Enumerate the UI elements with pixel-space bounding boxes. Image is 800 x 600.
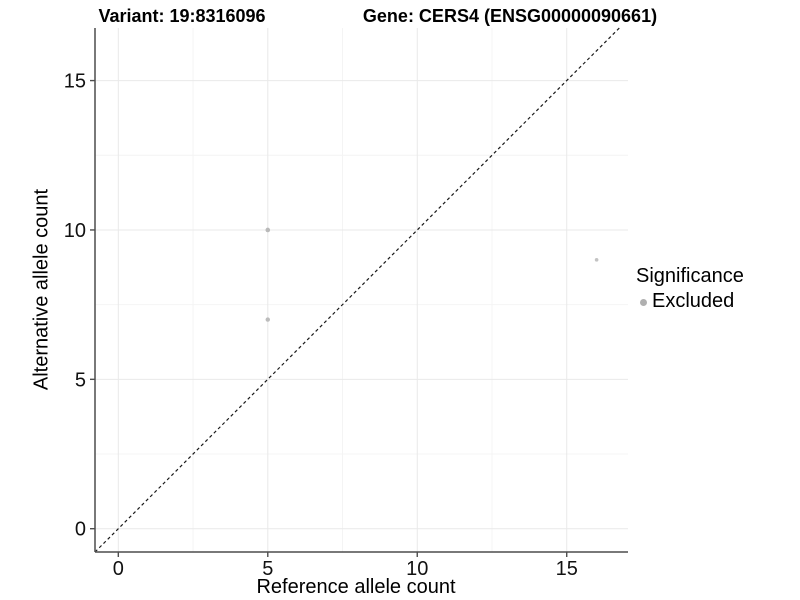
variant-title: Variant: 19:8316096 [98, 6, 266, 26]
x-tick-label: 15 [556, 558, 578, 580]
x-tick-label: 5 [262, 558, 273, 580]
x-axis-title: Reference allele count [256, 576, 456, 598]
y-tick-label: 15 [64, 71, 86, 93]
y-axis-title: Alternative allele count [30, 188, 53, 391]
y-tick-label: 0 [75, 519, 86, 541]
y-tick-label: 10 [64, 220, 86, 242]
data-point [594, 258, 599, 262]
x-tick-label: 0 [113, 558, 124, 580]
identity-line [94, 27, 620, 553]
legend-title: Significance [636, 265, 744, 287]
legend-entry-label: Excluded [652, 290, 735, 312]
y-tick-label: 5 [75, 369, 86, 391]
legend: Significance Excluded [636, 265, 744, 313]
data-point [265, 227, 271, 233]
data-point [265, 317, 270, 322]
legend-point-icon [640, 299, 647, 306]
legend-entry-excluded: Excluded [636, 290, 744, 313]
gene-title: Gene: CERS4 (ENSG00000090661) [362, 6, 658, 26]
x-tick-label: 10 [406, 558, 428, 580]
